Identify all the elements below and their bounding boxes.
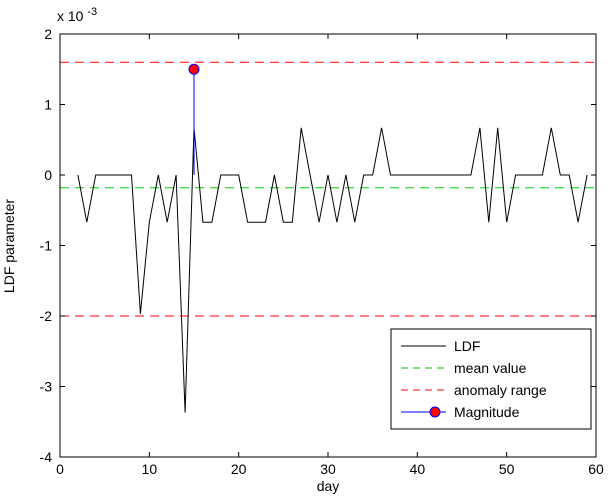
y-scale-base: x 10 (57, 8, 84, 24)
x-axis-label: day (317, 478, 340, 494)
x-tick-label: 50 (499, 461, 515, 477)
y-tick-label: -1 (40, 238, 53, 254)
y-axis-label: LDF parameter (1, 199, 17, 293)
x-tick-label: 40 (410, 461, 426, 477)
ldf-series-line (77, 127, 588, 413)
x-tick-label: 0 (56, 461, 64, 477)
magnitude-marker (188, 63, 200, 75)
x-tick-label: 60 (588, 461, 604, 477)
x-tick-label: 20 (231, 461, 247, 477)
legend-label-magnitude: Magnitude (454, 404, 520, 420)
y-scale-note: x 10 -3 (57, 6, 97, 24)
y-tick-label: 0 (44, 167, 52, 183)
legend-marker-magnitude (429, 406, 441, 418)
y-tick-label: 1 (44, 97, 52, 113)
y-tick-label: -3 (40, 379, 53, 395)
legend-label-ldf: LDF (454, 338, 480, 354)
series-layer (60, 61, 596, 413)
legend: LDF mean value anomaly range Magnitude (390, 328, 592, 430)
y-scale-exponent: -3 (87, 6, 97, 18)
legend-label-mean: mean value (454, 360, 527, 376)
y-tick-label: -4 (40, 449, 53, 465)
x-tick-label: 30 (320, 461, 336, 477)
legend-label-anomaly: anomaly range (454, 382, 547, 398)
y-tick-label: -2 (40, 308, 53, 324)
x-tick-label: 10 (142, 461, 158, 477)
y-tick-label: 2 (44, 26, 52, 42)
ticks-layer: 0 10 20 30 40 50 60 -4 -3 -2 -1 0 1 2 (40, 26, 604, 477)
